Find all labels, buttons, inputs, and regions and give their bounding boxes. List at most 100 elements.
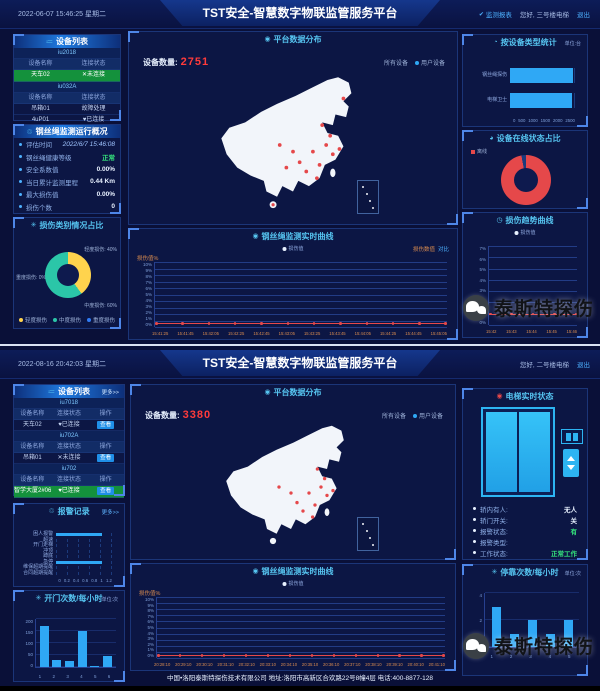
- device-state: ♥已连接: [58, 488, 80, 494]
- data-point: [574, 312, 577, 316]
- status-label: 轿内有人:: [480, 506, 508, 514]
- y-axis-labels: 10% 9% 8% 7% 6% 5% 4% 3% 2% 1% 0%: [135, 262, 154, 327]
- more-link[interactable]: 更多>>: [101, 510, 119, 516]
- toggle-user-devices[interactable]: 用户设备: [412, 411, 443, 420]
- data-point: [420, 654, 423, 657]
- toggle-all-devices[interactable]: 所有设备: [383, 61, 408, 67]
- dashboard-screen-1: 2022-06-07 15:46:25 星期二 TST安全-智慧数字物联监管服务…: [0, 0, 600, 344]
- legend-dot: [52, 318, 57, 322]
- axis-tick: 20:30:10: [196, 662, 213, 667]
- check-icon: ✔: [478, 11, 484, 18]
- bar-segment: [510, 68, 574, 83]
- gridline: [157, 645, 445, 647]
- view-button[interactable]: 查看: [97, 454, 115, 462]
- stat-row: 最大损伤值 0.00%: [14, 188, 120, 201]
- chart-legend: 损伤值: [282, 245, 304, 252]
- stat-row: 安全系数值 0.00%: [14, 163, 120, 176]
- view-button[interactable]: 查看: [97, 487, 115, 495]
- option-label: 损伤数值: [412, 247, 435, 253]
- bullet-icon: [19, 192, 22, 196]
- trips-bar-chart: 200 150 100 50 0 1 2 3 4 5 6: [16, 605, 122, 679]
- watermark-text: 泰斯特探伤: [493, 299, 594, 320]
- x-axis: 1 2 3 4 5: [482, 654, 579, 659]
- gridline: [489, 268, 577, 270]
- axis-tick: 3%: [145, 304, 152, 309]
- legend-label: 损伤值: [288, 581, 304, 587]
- axis-tick: 4%: [147, 630, 154, 636]
- watermark: 泰斯特探伤: [462, 294, 594, 321]
- table-row[interactable]: 天车02 ♥已连接 查看: [14, 420, 124, 431]
- bar-track: [510, 68, 575, 83]
- floor-display: [561, 429, 583, 444]
- table-row-selected[interactable]: 智学大厦2#06电梯 ♥已连接 查看: [14, 486, 124, 498]
- axis-tick: 4: [548, 654, 552, 659]
- bar-row: 超速: [20, 537, 112, 544]
- axis-tick: 15:41:25: [152, 331, 169, 336]
- bar-track: [56, 549, 112, 553]
- axis-tick: 15:43:45: [329, 331, 346, 336]
- view-button[interactable]: 查看: [97, 421, 115, 429]
- status-row: 工作状态: 正常工作: [463, 547, 587, 558]
- device-group-row[interactable]: iu2018: [14, 48, 120, 59]
- south-sea-inset: [357, 517, 379, 551]
- bar-category-label: 电梯卫士: [487, 96, 508, 103]
- legend-label: 损伤值: [520, 230, 536, 236]
- axis-tick: 15:44: [526, 329, 537, 334]
- bar-category-label: 困人报警: [33, 531, 54, 537]
- legend-item: 轻度损伤: [18, 316, 47, 324]
- axis-tick: 1: [100, 578, 103, 583]
- gridline: [157, 658, 445, 659]
- compare-link[interactable]: 对比: [437, 247, 449, 253]
- status-value: 有: [570, 528, 578, 536]
- wechat-icon: [462, 294, 489, 321]
- axis-tick: 4: [80, 674, 83, 679]
- line-plot: 10% 9% 8% 7% 6% 5% 4% 3% 2% 1% 0%: [135, 262, 447, 328]
- logout-link[interactable]: 退出: [577, 362, 590, 369]
- axis-tick: 2: [52, 674, 55, 679]
- bar-segment: [509, 633, 519, 647]
- axis-tick: 20:40:10: [407, 662, 424, 667]
- axis-tick: 1%: [147, 647, 154, 653]
- toggle-label: 用户设备: [420, 61, 445, 67]
- legend-square: [471, 149, 475, 154]
- device-group-row[interactable]: iu7018: [14, 398, 124, 409]
- logout-link[interactable]: 退出: [577, 12, 590, 19]
- device-group-row[interactable]: iu032A: [14, 82, 120, 93]
- snowflake-icon: ✳: [491, 569, 498, 576]
- data-point: [181, 322, 184, 325]
- axis-tick: 1: [490, 654, 493, 659]
- axis-tick: 2%: [147, 641, 154, 647]
- toggle-user-devices[interactable]: 用户设备: [414, 58, 445, 67]
- screenshot-divider: [0, 344, 600, 346]
- data-point: [365, 322, 368, 325]
- device-name: 智学大厦2#06电梯: [14, 488, 51, 494]
- elevator-direction-buttons[interactable]: [563, 449, 579, 477]
- axis-tick: 8%: [145, 274, 152, 279]
- axis-tick: 15:43:05: [278, 331, 295, 336]
- gridline: [485, 592, 579, 593]
- data-point: [442, 654, 445, 657]
- status-label: 报警类型:: [480, 539, 508, 547]
- table-header: 设备名称 连接状态: [14, 93, 120, 104]
- report-link[interactable]: ✔ 监测报表: [478, 9, 512, 20]
- device-state: ✕未连接: [57, 455, 81, 461]
- device-group-row[interactable]: iu702A: [14, 431, 124, 442]
- table-row-selected[interactable]: 天车02 ✕未连接: [14, 70, 120, 82]
- panel-title: 钢丝绳监测运行概况: [35, 127, 108, 136]
- data-point: [200, 654, 204, 657]
- y-axis-labels: 10% 9% 8% 7% 6% 5% 4% 3% 2% 1% 0%: [137, 597, 156, 658]
- axis-tick: 6: [107, 674, 111, 679]
- y-axis-title: 损伤值%: [139, 591, 161, 597]
- device-name: 吊箱01: [22, 455, 42, 461]
- legend-dot: [87, 318, 91, 322]
- table-row[interactable]: 吊箱01 故障处理: [14, 104, 120, 115]
- category-bar-chart: 钢丝绳探伤 电梯卫士 0 500 1000 1500 2000 2500: [465, 49, 585, 124]
- device-group-row[interactable]: iu702: [14, 464, 124, 475]
- toggle-all-devices[interactable]: 所有设备: [381, 414, 406, 420]
- axis-tick: 3: [66, 674, 69, 679]
- data-point: [288, 654, 292, 657]
- data-line: [489, 312, 577, 316]
- axis-tick: 10%: [144, 597, 154, 602]
- table-row[interactable]: 吊箱01 ✕未连接 查看: [14, 453, 124, 464]
- more-link[interactable]: 更多>>: [101, 390, 119, 396]
